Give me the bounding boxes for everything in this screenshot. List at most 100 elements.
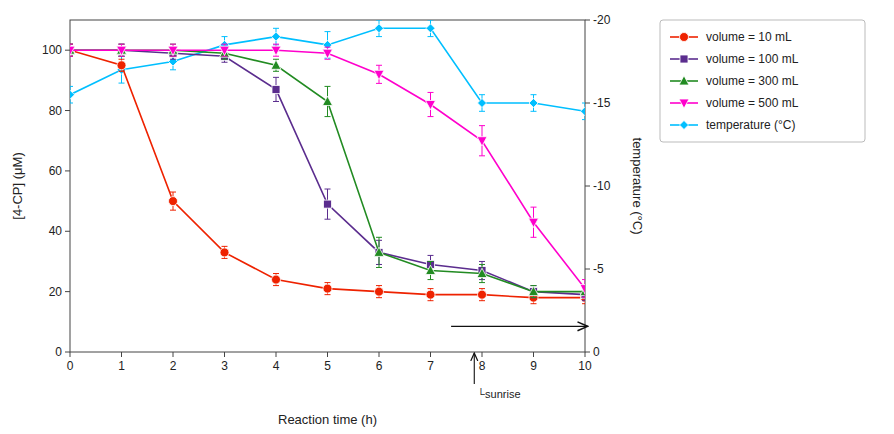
series-line <box>70 50 585 288</box>
x-tick-label: 7 <box>427 359 434 373</box>
annotation-text: └sunrise <box>477 387 520 400</box>
legend-label: volume = 500 mL <box>706 96 799 110</box>
data-point <box>529 218 539 227</box>
y2-tick-label: -20 <box>593 13 611 27</box>
data-point <box>581 107 586 116</box>
x-tick-label: 8 <box>479 359 486 373</box>
data-point <box>426 290 435 299</box>
series <box>70 44 585 301</box>
data-point <box>323 96 333 105</box>
data-point <box>220 248 229 257</box>
data-point <box>117 61 126 70</box>
legend-item: volume = 300 mL <box>670 74 799 88</box>
data-point <box>323 49 333 58</box>
data-point <box>477 268 487 277</box>
x-tick-label: 10 <box>578 359 592 373</box>
y2-tick <box>585 352 590 353</box>
annotations: └sunrise <box>451 326 587 400</box>
x-tick <box>482 352 483 357</box>
y2-tick <box>585 20 590 21</box>
x-tick-label: 5 <box>324 359 331 373</box>
series-line <box>70 50 585 291</box>
data-point <box>426 265 436 274</box>
data-point <box>271 60 281 69</box>
data-point <box>117 46 127 55</box>
data-point <box>323 284 332 293</box>
data-point <box>70 90 75 99</box>
sunrise-arrow <box>474 353 475 384</box>
data-point <box>271 46 281 55</box>
y2-tick-label: -10 <box>593 179 611 193</box>
x-tick-label: 9 <box>530 359 537 373</box>
x-tick-label: 1 <box>118 359 125 373</box>
x-tick-label: 2 <box>170 359 177 373</box>
x-tick <box>224 352 225 357</box>
data-point <box>529 99 538 108</box>
series <box>70 44 585 298</box>
x-tick-label: 6 <box>376 359 383 373</box>
data-point <box>426 24 435 33</box>
x-tick <box>173 352 174 357</box>
legend-item: volume = 100 mL <box>670 52 799 66</box>
series-line <box>70 28 585 111</box>
y-axis-label: [4-CP] (μM) <box>10 152 25 219</box>
data-point <box>478 290 487 299</box>
legend-box <box>660 20 865 142</box>
legend-label: volume = 300 mL <box>706 74 799 88</box>
legend-swatch-marker <box>680 55 688 63</box>
x-tick-label: 0 <box>67 359 74 373</box>
data-point <box>375 24 384 33</box>
y-tick-label: 100 <box>42 43 62 57</box>
y2-tick <box>585 269 590 270</box>
series <box>70 44 585 304</box>
x-tick-label: 4 <box>273 359 280 373</box>
legend-label: volume = 10 mL <box>706 30 792 44</box>
y2-tick-label: 0 <box>593 345 600 359</box>
data-point <box>220 46 230 55</box>
error-bar <box>325 189 331 219</box>
legend-swatch-marker <box>679 99 689 108</box>
x-axis-label: Reaction time (h) <box>278 412 377 427</box>
data-point <box>374 70 384 79</box>
y-tick <box>65 291 70 292</box>
data-point <box>272 275 281 284</box>
y-tick <box>65 352 70 353</box>
x-tick <box>430 352 431 357</box>
y2-tick-label: -5 <box>593 262 604 276</box>
y-tick-label: 60 <box>49 164 63 178</box>
y-tick-label: 0 <box>55 345 62 359</box>
x-tick <box>327 352 328 357</box>
legend-swatch-marker <box>680 33 689 42</box>
x-tick <box>70 352 71 357</box>
y-tick <box>65 170 70 171</box>
x-tick <box>276 352 277 357</box>
error-bar <box>273 77 279 101</box>
plot-data <box>70 20 585 304</box>
legend-swatch-marker <box>680 121 689 130</box>
x-tick <box>121 352 122 357</box>
y-tick-label: 40 <box>49 224 63 238</box>
chart: 0123456789100204060801000-5-10-15-20Reac… <box>0 0 894 434</box>
legend-label: temperature (°C) <box>706 118 796 132</box>
x-tick <box>585 352 586 357</box>
data-point <box>272 32 281 41</box>
series <box>70 20 585 120</box>
y2-tick-label: -15 <box>593 96 611 110</box>
legend: volume = 10 mL volume = 100 mL volume = 30… <box>660 20 865 142</box>
series-line <box>70 50 585 294</box>
series <box>70 44 585 298</box>
legend-item: volume = 10 mL <box>670 30 792 44</box>
y-tick-label: 20 <box>49 285 63 299</box>
legend-label: volume = 100 mL <box>706 52 799 66</box>
data-point <box>324 200 332 208</box>
x-tick <box>379 352 380 357</box>
y-tick <box>65 231 70 232</box>
legend-swatch-marker <box>679 76 689 85</box>
y-tick <box>65 50 70 51</box>
series-line <box>70 50 585 297</box>
y-tick <box>65 110 70 111</box>
legend-item: temperature (°C) <box>670 118 796 132</box>
data-point <box>375 287 384 296</box>
y2-axis-label: temperature (°C) <box>630 138 645 235</box>
y2-tick <box>585 103 590 104</box>
